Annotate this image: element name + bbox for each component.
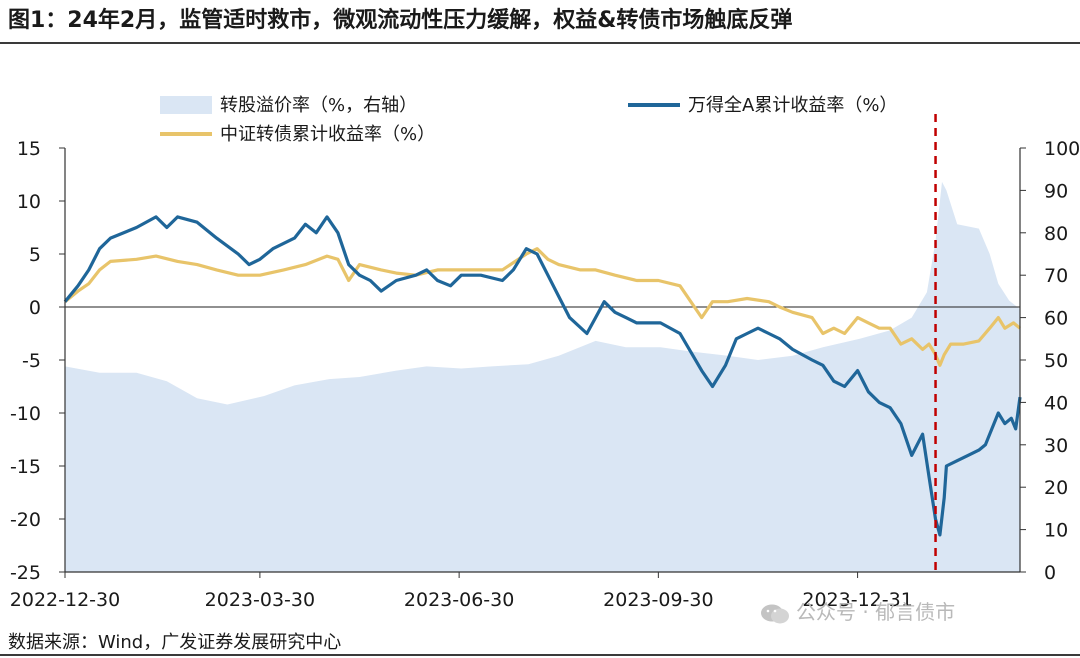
data-source: 数据来源：Wind，广发证券发展研究中心: [8, 632, 342, 653]
right-tick-label: 100: [1044, 138, 1080, 160]
right-tick-label: 0: [1044, 562, 1056, 584]
right-tick-label: 90: [1044, 180, 1068, 202]
title-divider: [0, 42, 1080, 44]
right-tick-label: 60: [1044, 308, 1068, 330]
watermark: 公众号 · 郁言债市: [760, 596, 955, 625]
left-tick-label: 0: [29, 297, 41, 319]
legend-swatch-premium: [160, 96, 212, 114]
chart-legend: 转股溢价率（%，右轴） 万得全A累计收益率（%） 中证转债累计收益率（%）: [160, 95, 897, 145]
left-tick-label: 15: [17, 138, 41, 160]
x-tick-label: 2023-12-31: [802, 589, 912, 611]
left-tick-label: -5: [22, 350, 41, 372]
right-tick-label: 20: [1044, 477, 1068, 499]
x-tick-label: 2022-12-30: [10, 589, 120, 611]
figure-title: 图1：24年2月，监管适时救市，微观流动性压力缓解，权益&转债市场触底反弹: [8, 8, 793, 33]
right-tick-label: 10: [1044, 520, 1068, 542]
legend-label-premium: 转股溢价率（%，右轴）: [220, 95, 417, 116]
x-tick-label: 2023-09-30: [603, 589, 713, 611]
watermark-text: 公众号 · 郁言债市: [796, 600, 956, 624]
plot-area: 151050-5-10-15-20-2510090807060504030201…: [10, 114, 1080, 611]
left-tick-label: -20: [10, 509, 41, 531]
wechat-icon: [761, 604, 789, 623]
left-tick-label: -15: [10, 456, 41, 478]
legend-label-cb: 中证转债累计收益率（%）: [220, 124, 435, 145]
legend-label-wind: 万得全A累计收益率（%）: [688, 95, 897, 116]
right-tick-label: 50: [1044, 350, 1068, 372]
left-tick-label: -25: [10, 562, 41, 584]
right-tick-label: 40: [1044, 392, 1068, 414]
series-line-wind: [63, 215, 1022, 537]
x-tick-label: 2023-03-30: [205, 589, 315, 611]
series-area-premium: [65, 181, 1020, 572]
right-tick-label: 80: [1044, 223, 1068, 245]
left-tick-label: 10: [17, 191, 41, 213]
bottom-divider: [0, 654, 1080, 656]
x-tick-label: 2023-06-30: [404, 589, 514, 611]
left-tick-label: -10: [10, 403, 41, 425]
right-tick-label: 70: [1044, 265, 1068, 287]
left-tick-label: 5: [29, 244, 41, 266]
chart: 转股溢价率（%，右轴） 万得全A累计收益率（%） 中证转债累计收益率（%） 15…: [10, 95, 1080, 611]
right-tick-label: 30: [1044, 435, 1068, 457]
series-line-cb: [63, 247, 1022, 367]
